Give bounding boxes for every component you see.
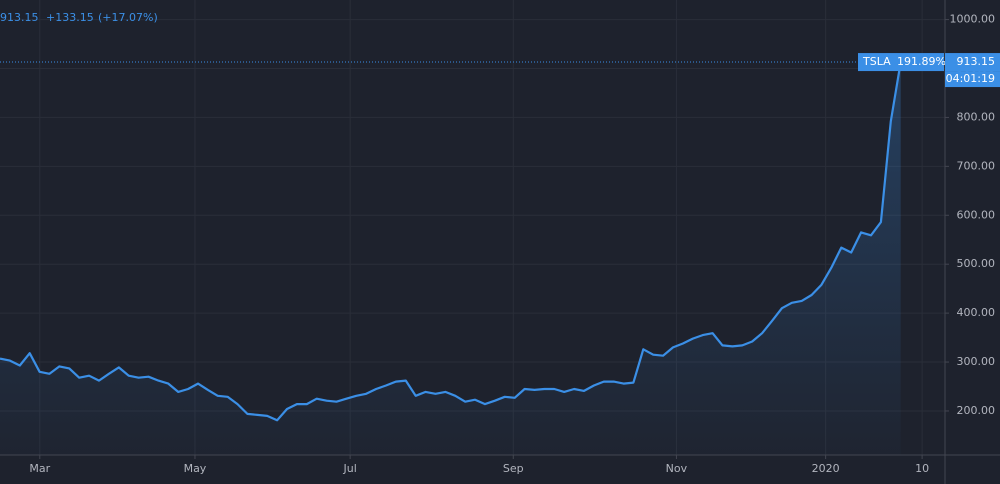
- percent: 191.89%: [897, 55, 946, 68]
- x-tick-label: Mar: [29, 462, 50, 475]
- area: [0, 62, 901, 455]
- last-value: 913.15: [0, 11, 39, 24]
- x-tick-label: Nov: [666, 462, 688, 475]
- x-tick-label: Sep: [503, 462, 524, 475]
- x-tick-label: Jul: [343, 462, 357, 475]
- change-pct: (+17.07%): [98, 11, 158, 24]
- countdown-badge: [945, 71, 1000, 88]
- symbol: TSLA: [862, 55, 891, 68]
- change: +133.15: [46, 11, 94, 24]
- price-label: 913.15: [957, 55, 996, 68]
- symbol-badge: [858, 53, 944, 72]
- y-tick-label: 400.00: [957, 306, 996, 319]
- y-tick-label: 1000.00: [950, 13, 996, 26]
- y-tick-label: 700.00: [957, 159, 996, 172]
- y-tick-label: 600.00: [957, 208, 996, 221]
- x-tick-label: 2020: [812, 462, 840, 475]
- y-tick-label: 800.00: [957, 110, 996, 123]
- y-tick-label: 200.00: [957, 404, 996, 417]
- price-badge: [945, 53, 1000, 72]
- x-tick-label: 10: [915, 462, 929, 475]
- line: [0, 61, 902, 422]
- y-tick-label: 500.00: [957, 257, 996, 270]
- y-tick-label: 300.00: [957, 355, 996, 368]
- countdown: 04:01:19: [946, 72, 995, 85]
- x-tick-label: May: [184, 462, 207, 475]
